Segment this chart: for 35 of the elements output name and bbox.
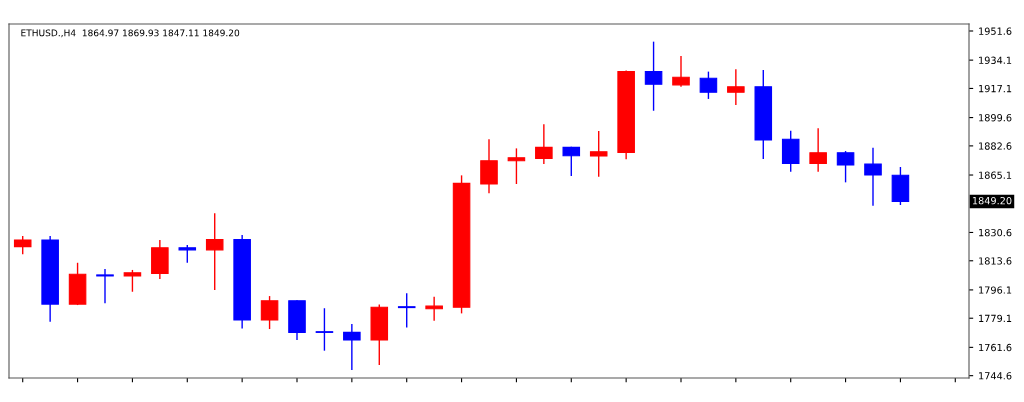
- text: ETHUSD.,H4 1864.97 1869.93 1847.11 1849.20: [21, 29, 240, 38]
- y-tick-label: 1865.1: [979, 171, 1012, 179]
- candlestick: [205, 212, 224, 291]
- y-tick-label: 1796.1: [979, 286, 1012, 294]
- candlestick: [315, 307, 334, 352]
- y-tick-label: 1951.6: [979, 27, 1012, 35]
- candlestick: [562, 146, 581, 177]
- y-tick-label: 1917.1: [979, 84, 1012, 93]
- candlestick: [836, 150, 855, 184]
- candlestick: [507, 147, 526, 185]
- candlestick: [699, 70, 718, 100]
- candlestick: [644, 40, 663, 112]
- y-tick-label: 1761.6: [979, 343, 1012, 352]
- candlestick: [727, 68, 745, 106]
- y-tick-label: 1882.6: [979, 142, 1012, 150]
- candlestick: [864, 147, 882, 207]
- candlestick: [260, 295, 279, 330]
- candlestick: [425, 296, 443, 322]
- candlestick: [480, 138, 498, 195]
- candlestick: [96, 268, 114, 304]
- y-tick-label: 1934.1: [979, 56, 1012, 64]
- candlestick: [397, 292, 416, 329]
- candlestick: [809, 127, 827, 173]
- candlestick: [589, 130, 608, 178]
- text: 1849.20: [972, 196, 1012, 205]
- y-tick-label: 1779.1: [979, 314, 1012, 323]
- candlestick: [13, 235, 32, 255]
- candlestick: [672, 55, 690, 88]
- y-tick-label: 1899.6: [979, 114, 1012, 122]
- candlestick: [343, 323, 361, 371]
- y-tick-label: 1813.6: [979, 257, 1012, 265]
- candlestick: [535, 123, 553, 165]
- y-tick-label: 1744.6: [979, 372, 1012, 380]
- candlestick: [123, 269, 142, 293]
- y-tick-label: 1830.6: [979, 228, 1012, 237]
